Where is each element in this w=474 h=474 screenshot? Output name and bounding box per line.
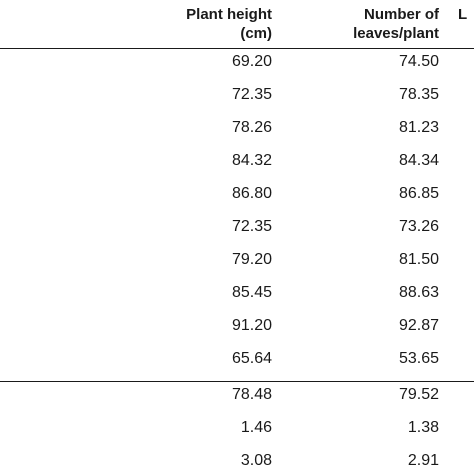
plant-height-cell: 1.46 <box>240 419 272 436</box>
leaves-cell: 74.50 <box>398 53 439 70</box>
header-line: leaves/plant <box>353 25 439 42</box>
header-line: (cm) <box>240 25 272 42</box>
header-line: L <box>458 6 468 23</box>
leaves-cell: 81.50 <box>398 251 439 268</box>
leaves-cell: 2.91 <box>407 452 439 469</box>
header-truncated: L <box>458 5 467 24</box>
plant-height-cell: 3.08 <box>240 452 272 469</box>
plant-height-cell: 78.48 <box>231 386 272 403</box>
leaves-cell: 88.63 <box>398 284 439 301</box>
header-line: Plant height <box>186 6 272 23</box>
table-row: 69.20 74.50 <box>0 50 474 74</box>
plant-height-cell: 91.20 <box>231 317 272 334</box>
summary-rule <box>0 381 474 382</box>
header-number-of-leaves: Number of leaves/plant <box>353 5 439 43</box>
table-row: 79.20 81.50 <box>0 248 474 272</box>
header-plant-height: Plant height (cm) <box>186 5 272 43</box>
plant-height-cell: 86.80 <box>231 185 272 202</box>
leaves-cell: 81.23 <box>398 119 439 136</box>
table-row: 91.20 92.87 <box>0 314 474 338</box>
table-row: 85.45 88.63 <box>0 281 474 305</box>
summary-row: 78.48 79.52 <box>0 383 474 407</box>
plant-height-cell: 72.35 <box>231 218 272 235</box>
table-row: 72.35 73.26 <box>0 215 474 239</box>
leaves-cell: 73.26 <box>398 218 439 235</box>
table-row: 86.80 86.85 <box>0 182 474 206</box>
plant-height-cell: 84.32 <box>231 152 272 169</box>
header-rule <box>0 48 474 49</box>
leaves-cell: 1.38 <box>407 419 439 436</box>
leaves-cell: 86.85 <box>398 185 439 202</box>
table-row: 72.35 78.35 <box>0 83 474 107</box>
header-line: Number of <box>364 6 439 23</box>
summary-row: 1.46 1.38 <box>0 416 474 440</box>
plant-height-cell: 79.20 <box>231 251 272 268</box>
plant-height-cell: 72.35 <box>231 86 272 103</box>
summary-row: 3.08 2.91 <box>0 449 474 473</box>
plant-height-cell: 69.20 <box>231 53 272 70</box>
leaves-cell: 78.35 <box>398 86 439 103</box>
leaves-cell: 92.87 <box>398 317 439 334</box>
leaves-cell: 79.52 <box>398 386 439 403</box>
leaves-cell: 53.65 <box>398 350 439 367</box>
table-row: 78.26 81.23 <box>0 116 474 140</box>
plant-height-cell: 85.45 <box>231 284 272 301</box>
plant-height-cell: 65.64 <box>231 350 272 367</box>
leaves-cell: 84.34 <box>398 152 439 169</box>
table-row: 65.64 53.65 <box>0 347 474 371</box>
plant-height-cell: 78.26 <box>231 119 272 136</box>
table-row: 84.32 84.34 <box>0 149 474 173</box>
